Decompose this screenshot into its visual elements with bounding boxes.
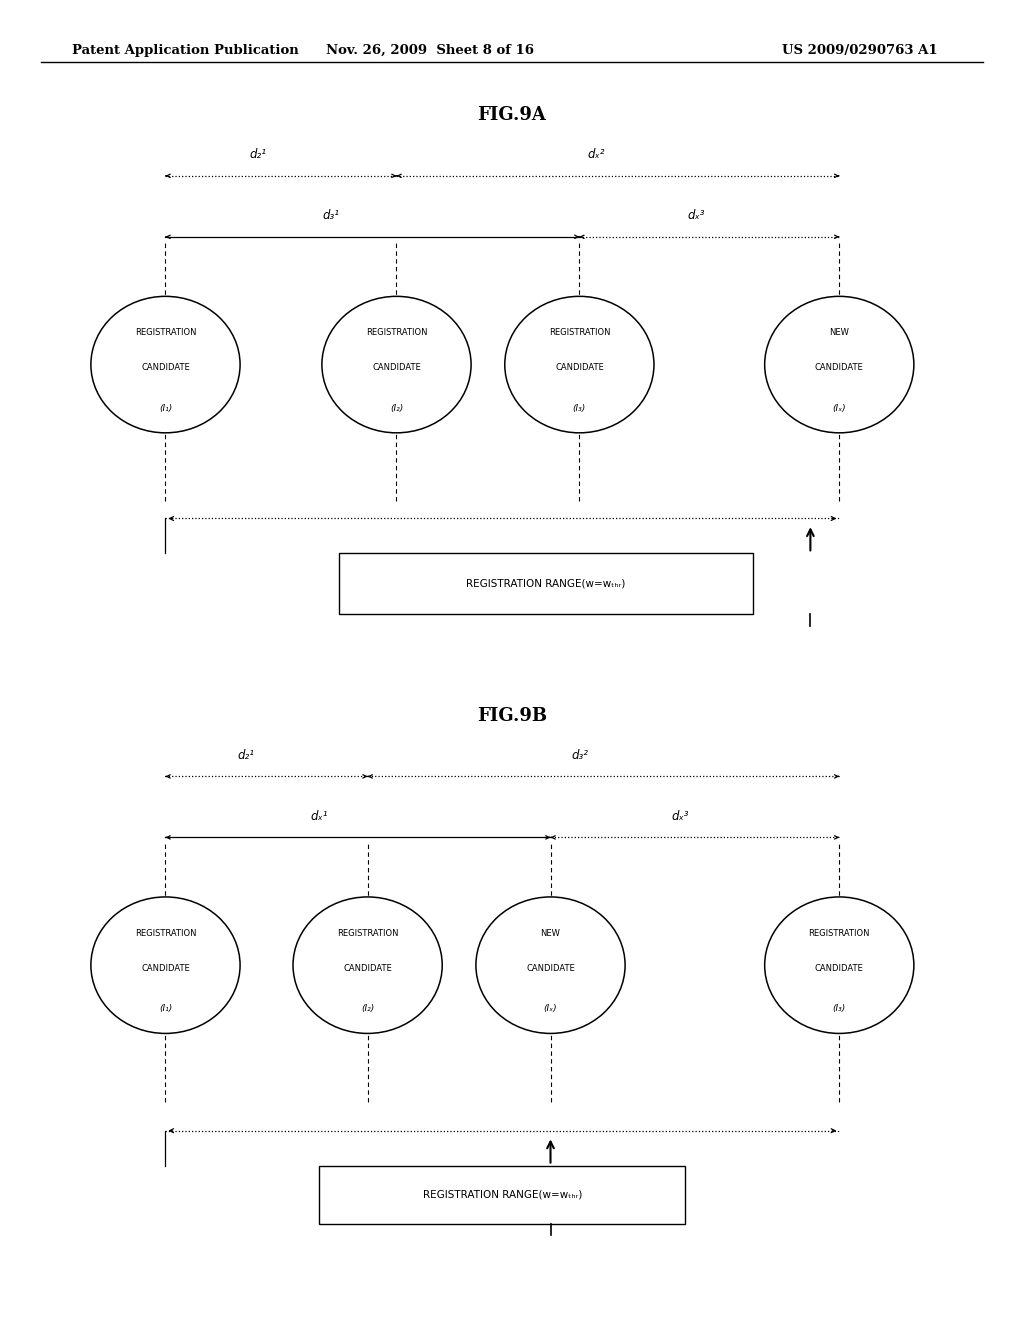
Text: FIG.9B: FIG.9B	[477, 706, 547, 725]
Text: CANDIDATE: CANDIDATE	[555, 363, 604, 372]
Ellipse shape	[765, 297, 913, 433]
Text: FIG.9A: FIG.9A	[477, 106, 547, 124]
Text: CANDIDATE: CANDIDATE	[343, 964, 392, 973]
Text: d₃¹: d₃¹	[323, 210, 340, 222]
Text: REGISTRATION: REGISTRATION	[135, 929, 197, 937]
Text: Nov. 26, 2009  Sheet 8 of 16: Nov. 26, 2009 Sheet 8 of 16	[326, 44, 535, 57]
Text: (I₃): (I₃)	[833, 1005, 846, 1014]
Ellipse shape	[91, 898, 240, 1034]
Text: REGISTRATION: REGISTRATION	[337, 929, 398, 937]
Text: CANDIDATE: CANDIDATE	[815, 363, 863, 372]
Text: (I₂): (I₂)	[390, 404, 403, 413]
Text: (Iₓ): (Iₓ)	[833, 404, 846, 413]
Text: NEW: NEW	[829, 329, 849, 337]
Bar	[339, 553, 753, 614]
Text: dₓ¹: dₓ¹	[310, 810, 329, 822]
Text: Patent Application Publication: Patent Application Publication	[72, 44, 298, 57]
Text: (Iₓ): (Iₓ)	[544, 1005, 557, 1014]
Text: CANDIDATE: CANDIDATE	[141, 964, 189, 973]
Text: (I₃): (I₃)	[572, 404, 586, 413]
Text: dₓ²: dₓ²	[587, 148, 604, 161]
Text: REGISTRATION RANGE(w=wₜₕᵣ): REGISTRATION RANGE(w=wₜₕᵣ)	[466, 579, 626, 589]
Text: d₂¹: d₂¹	[238, 748, 255, 762]
Text: NEW: NEW	[541, 929, 560, 937]
Ellipse shape	[91, 297, 240, 433]
Text: REGISTRATION RANGE(w=wₜₕᵣ): REGISTRATION RANGE(w=wₜₕᵣ)	[423, 1189, 582, 1200]
Text: (I₁): (I₁)	[159, 1005, 172, 1014]
Text: CANDIDATE: CANDIDATE	[372, 363, 421, 372]
Text: REGISTRATION: REGISTRATION	[809, 929, 870, 937]
Text: REGISTRATION: REGISTRATION	[135, 329, 197, 337]
Text: US 2009/0290763 A1: US 2009/0290763 A1	[782, 44, 938, 57]
Ellipse shape	[293, 898, 442, 1034]
Ellipse shape	[505, 297, 654, 433]
Text: d₂¹: d₂¹	[250, 148, 266, 161]
Text: CANDIDATE: CANDIDATE	[526, 964, 574, 973]
Text: (I₂): (I₂)	[361, 1005, 374, 1014]
Bar	[319, 1166, 685, 1224]
Text: (I₁): (I₁)	[159, 404, 172, 413]
Ellipse shape	[322, 297, 471, 433]
Text: REGISTRATION: REGISTRATION	[366, 329, 427, 337]
Text: REGISTRATION: REGISTRATION	[549, 329, 610, 337]
Ellipse shape	[765, 898, 913, 1034]
Text: CANDIDATE: CANDIDATE	[815, 964, 863, 973]
Ellipse shape	[476, 898, 625, 1034]
Text: dₓ³: dₓ³	[687, 210, 706, 222]
Text: CANDIDATE: CANDIDATE	[141, 363, 189, 372]
Text: d₃²: d₃²	[571, 748, 589, 762]
Text: dₓ³: dₓ³	[672, 810, 689, 822]
